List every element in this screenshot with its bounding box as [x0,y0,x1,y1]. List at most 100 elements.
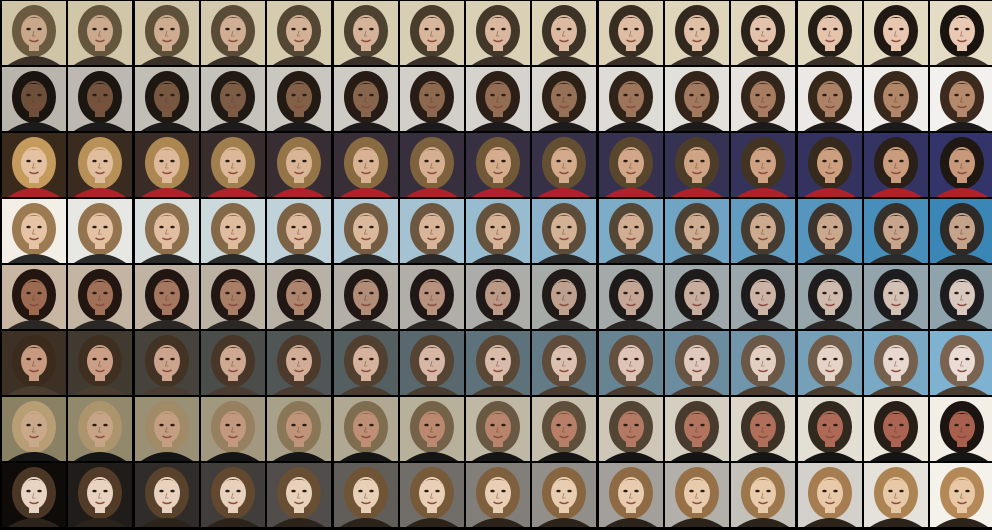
face-thumbnail [532,133,596,197]
face-thumbnail [599,463,663,527]
face-thumbnail [466,133,530,197]
face-thumbnail [864,265,928,329]
face-thumbnail [267,67,331,131]
face-thumbnail [400,331,464,395]
face-thumbnail [68,265,132,329]
face-thumbnail [864,463,928,527]
face-thumbnail [135,199,199,263]
face-thumbnail [135,463,199,527]
face-thumbnail [665,1,729,65]
face-thumbnail [201,331,265,395]
face-thumbnail [334,1,398,65]
face-thumbnail [731,133,795,197]
face-thumbnail [930,1,992,65]
face-thumbnail [334,67,398,131]
face-thumbnail [201,463,265,527]
face-thumbnail [665,463,729,527]
face-thumbnail [2,67,66,131]
face-thumbnail [930,265,992,329]
face-thumbnail [532,1,596,65]
face-thumbnail [930,397,992,461]
face-thumbnail [334,463,398,527]
face-thumbnail [400,67,464,131]
face-thumbnail [201,133,265,197]
face-thumbnail [864,133,928,197]
face-thumbnail [68,199,132,263]
face-thumbnail [2,265,66,329]
face-thumbnail [466,1,530,65]
face-thumbnail [798,67,862,131]
face-thumbnail [532,199,596,263]
face-thumbnail [599,1,663,65]
face-thumbnail [135,133,199,197]
face-thumbnail [930,199,992,263]
face-thumbnail [2,133,66,197]
face-thumbnail [68,397,132,461]
face-thumbnail [665,133,729,197]
face-thumbnail [599,199,663,263]
face-thumbnail [798,1,862,65]
face-thumbnail [68,331,132,395]
face-thumbnail [135,67,199,131]
face-thumbnail [2,397,66,461]
face-thumbnail [532,265,596,329]
face-thumbnail [466,67,530,131]
face-thumbnail [400,463,464,527]
face-thumbnail [864,199,928,263]
face-thumbnail [532,397,596,461]
face-thumbnail [2,331,66,395]
face-thumbnail [864,1,928,65]
face-thumbnail [68,67,132,131]
face-thumbnail [665,67,729,131]
face-thumbnail [599,67,663,131]
face-thumbnail [201,265,265,329]
face-thumbnail [135,331,199,395]
face-thumbnail [599,331,663,395]
face-thumbnail [267,133,331,197]
face-thumbnail [532,331,596,395]
face-thumbnail [334,331,398,395]
face-thumbnail [599,133,663,197]
face-thumbnail [731,397,795,461]
face-thumbnail [665,331,729,395]
face-thumbnail [400,265,464,329]
face-thumbnail [864,331,928,395]
face-thumbnail [135,397,199,461]
face-thumbnail [466,463,530,527]
face-thumbnail [135,265,199,329]
face-thumbnail [731,463,795,527]
face-thumbnail [267,1,331,65]
face-thumbnail [731,331,795,395]
face-thumbnail [798,397,862,461]
face-thumbnail [798,463,862,527]
face-thumbnail [400,397,464,461]
face-thumbnail [599,397,663,461]
face-thumbnail [2,463,66,527]
face-thumbnail [2,1,66,65]
face-thumbnail [731,199,795,263]
face-thumbnail [267,331,331,395]
face-thumbnail [798,133,862,197]
face-thumbnail [201,397,265,461]
face-thumbnail [930,463,992,527]
face-thumbnail [400,199,464,263]
face-thumbnail [466,265,530,329]
face-thumbnail [532,463,596,527]
face-thumbnail [201,1,265,65]
face-thumbnail [68,463,132,527]
face-thumbnail [400,133,464,197]
face-thumbnail [731,1,795,65]
face-thumbnail [334,397,398,461]
face-thumbnail [466,331,530,395]
face-thumbnail [665,265,729,329]
face-thumbnail [731,67,795,131]
face-thumbnail [135,1,199,65]
face-thumbnail [68,133,132,197]
face-thumbnail [334,265,398,329]
face-thumbnail [798,265,862,329]
face-thumbnail [267,199,331,263]
face-thumbnail [267,463,331,527]
face-thumbnail [665,397,729,461]
face-thumbnail [930,133,992,197]
